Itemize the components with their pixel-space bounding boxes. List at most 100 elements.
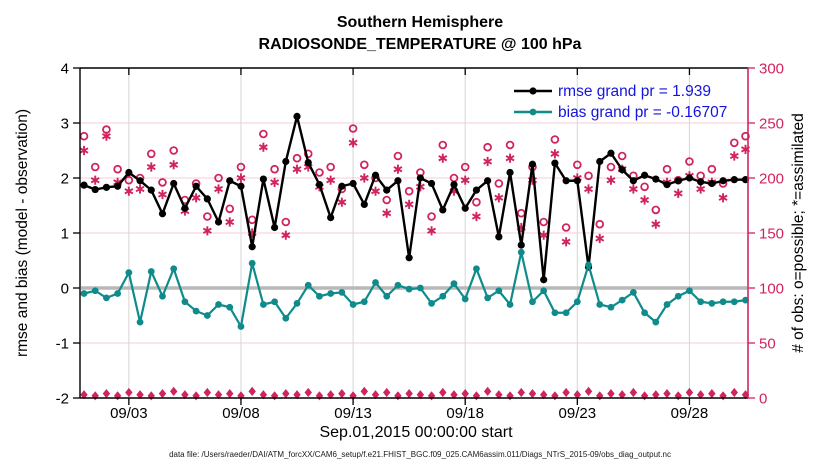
obs-possible-marker [404,186,414,196]
near-zero-marker [293,390,301,400]
obs-assimilated-marker [337,197,347,207]
rmse-point [293,112,301,120]
obs-assimilated-marker [460,175,470,185]
bias-point [551,309,559,317]
obs-possible-marker [146,149,156,159]
bias-point [170,265,178,273]
near-zero-marker [169,386,178,396]
near-zero-marker [259,390,268,400]
right-tick-label: 0 [759,391,767,408]
obs-assimilated-marker [225,217,235,227]
right-tick-label: 200 [759,171,784,188]
bias-point [147,268,155,275]
bias-point [383,292,391,300]
bias-point [237,323,245,330]
near-zero-marker [439,387,447,398]
bias-point [192,307,200,315]
obs-assimilated-marker [561,237,571,247]
rmse-series [80,112,750,284]
obs-possible-marker [348,124,358,133]
obs-assimilated-marker [79,145,89,156]
near-zero-marker [304,387,312,398]
near-zero-marker [517,387,525,398]
obs-assimilated-marker [584,184,594,194]
obs-possible-marker [236,162,246,172]
bias-point [473,265,480,273]
left-tick-label: 0 [61,281,69,298]
obs-possible-marker [550,135,560,144]
obs-possible-marker [741,131,750,141]
bias-point [259,301,267,308]
near-zero-marker [607,389,615,399]
bias-point [282,314,290,322]
bias-point [596,301,604,308]
rmse-point [315,181,324,189]
obs-possible-marker [247,215,257,225]
rmse-point [349,179,357,188]
near-zero-marker [652,390,660,400]
obs-possible-marker [729,138,739,148]
rmse-point [719,177,727,185]
near-zero-marker [102,389,111,399]
rmse-point [226,177,234,185]
left-tick-label: -1 [56,336,69,353]
obs-possible-marker [382,195,392,205]
obs-assimilated-marker [124,186,134,196]
obs-assimilated-marker [236,173,246,183]
obs-possible-marker [640,182,649,192]
rmse-point [136,177,144,185]
rmse-point [102,183,111,191]
obs-assimilated-marker [90,175,100,185]
obs-assimilated-marker [494,193,504,203]
bias-point [103,294,110,302]
bottom-tick-label: 09/08 [222,405,260,422]
near-zero-marker [125,387,133,398]
near-zero-marker [640,391,649,401]
bias-point [136,318,144,326]
bias-point [495,287,503,295]
near-zero-marker [562,387,570,398]
obs-possible-marker [214,173,223,183]
obs-possible-marker [79,131,89,141]
obs-assimilated-marker [371,186,380,196]
obs-assimilated-marker [729,151,739,161]
obs-assimilated-marker [471,211,481,222]
rmse-point [383,186,391,194]
obs-possible-marker [292,153,302,163]
near-zero-marker [394,391,402,401]
near-zero-marker [618,390,626,400]
axes-ticks [73,67,755,405]
obs-assimilated-marker [628,184,638,194]
rmse-point [551,159,559,167]
bias-point [562,309,570,317]
chart-title-line1: Southern Hemisphere [337,14,503,31]
bias-point [327,290,335,297]
obs-possible-marker [573,160,582,170]
obs-assimilated-marker [550,149,560,159]
bias-point [686,287,693,295]
rmse-point [147,186,155,194]
rmse-point [439,206,447,214]
bias-point [226,303,234,311]
near-zero-marker [461,389,469,399]
obs-assimilated-marker [427,226,437,236]
obs-possible-marker [472,197,481,207]
rmse-point [450,181,458,189]
bias-point [394,281,402,289]
near-zero-count-markers [80,386,750,401]
bias-point [663,301,671,308]
obs-assimilated-markers [79,131,750,247]
obs-possible-marker [561,223,571,232]
obs-assimilated-marker [505,153,515,163]
near-zero-marker [506,391,514,401]
obs-assimilated-marker [696,184,706,194]
near-zero-marker [708,389,716,399]
obs-assimilated-marker [348,138,358,148]
bias-point [618,296,626,304]
obs-possible-marker [158,178,167,187]
bias-point [114,290,122,297]
bottom-tick-label: 09/18 [446,405,484,422]
near-zero-marker [91,391,99,401]
obs-possible-marker [662,164,672,174]
bias-point [439,292,447,300]
